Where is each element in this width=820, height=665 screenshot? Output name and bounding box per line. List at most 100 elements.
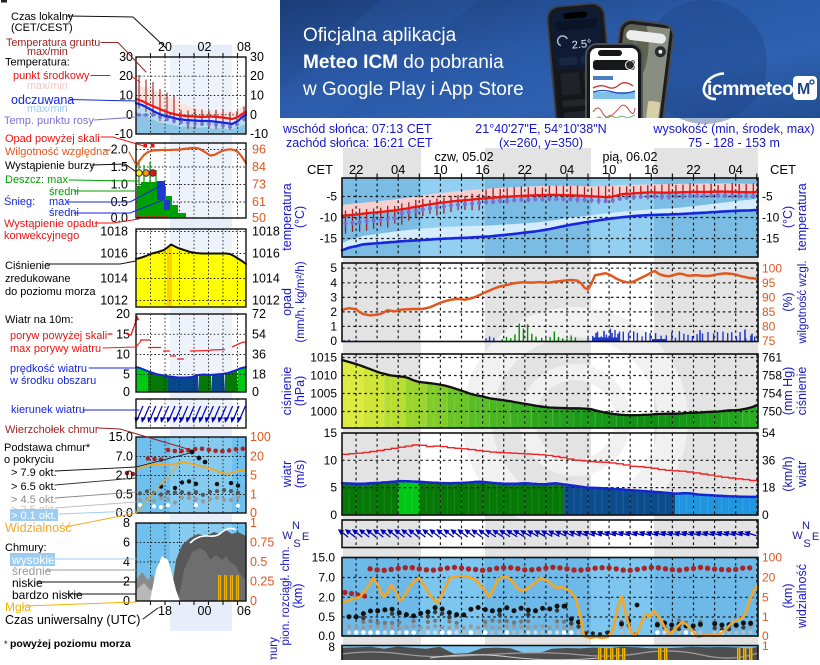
svg-text:1: 1 [762,639,769,653]
svg-text:prędkość wiatru: prędkość wiatru [10,363,87,375]
svg-text:20: 20 [119,69,133,83]
svg-text:0: 0 [123,385,130,399]
svg-text:5: 5 [123,368,130,382]
svg-text:(°C): (°C) [293,206,307,228]
svg-text:15: 15 [324,426,338,440]
svg-text:54: 54 [762,426,776,440]
svg-text:Wystąpienie burzy: Wystąpienie burzy [5,160,95,172]
svg-text:0.5: 0.5 [250,555,267,569]
svg-text:00: 00 [198,604,212,618]
svg-text:36: 36 [762,453,776,467]
svg-text:> 7.9 okt.: > 7.9 okt. [11,467,57,479]
svg-text:16: 16 [475,162,489,177]
svg-text:(hPa): (hPa) [293,376,307,407]
svg-text:0.5: 0.5 [318,610,335,624]
svg-text:o pokryciu: o pokryciu [4,454,54,466]
svg-text:90: 90 [762,290,776,304]
svg-text:1014: 1014 [252,272,280,286]
svg-text:10: 10 [250,89,264,103]
svg-text:-15: -15 [762,232,780,246]
svg-text:punkt środkowy: punkt środkowy [13,70,90,82]
svg-text:poryw powyżej skali: poryw powyżej skali [10,330,107,342]
svg-text:5: 5 [330,261,337,275]
svg-text:wysokość (min, środek, max): wysokość (min, środek, max) [652,122,814,136]
svg-text:15: 15 [116,327,130,341]
svg-text:73: 73 [252,178,266,192]
svg-text:100: 100 [762,551,782,565]
svg-text:18: 18 [762,481,776,495]
svg-text:1.0: 1.0 [111,178,128,192]
svg-text:(mm Hg): (mm Hg) [781,367,795,416]
svg-text:1.5: 1.5 [111,160,128,174]
svg-text:30: 30 [250,50,264,64]
svg-text:04: 04 [728,162,742,177]
svg-text:-10: -10 [320,211,338,225]
svg-text:pion. rozciągł. chm.: pion. rozciągł. chm. [280,546,292,645]
svg-text:16: 16 [644,162,658,177]
svg-text:10: 10 [116,348,130,362]
svg-text:(m/s): (m/s) [293,460,307,488]
svg-text:15.0: 15.0 [109,430,133,444]
svg-text:Wystąpienie opadu: Wystąpienie opadu [4,218,97,230]
svg-text:wiatr: wiatr [795,461,809,488]
svg-text:odczuwana: odczuwana [11,93,74,107]
svg-text:2.0: 2.0 [318,590,335,604]
svg-text:758: 758 [762,369,782,383]
svg-text:opad: opad [280,288,294,316]
svg-text:max: max [49,196,70,208]
svg-text:(CET/CEST): (CET/CEST) [11,22,73,34]
svg-text:> 4.5 okt.: > 4.5 okt. [11,494,57,506]
svg-text:750: 750 [762,405,782,419]
svg-text:M: M [797,81,810,98]
svg-text:wilgotność wzgl.: wilgotność wzgl. [797,260,809,344]
svg-text:max/min: max/min [27,46,68,58]
svg-text:Czas lokalny: Czas lokalny [11,11,74,23]
svg-text:54: 54 [252,327,266,341]
svg-text:7.0: 7.0 [116,450,133,464]
svg-text:04: 04 [391,162,405,177]
svg-text:1: 1 [330,319,337,333]
svg-text:Oficjalna aplikacja: Oficjalna aplikacja [303,25,457,46]
svg-text:06: 06 [237,604,251,618]
svg-text:średnie: średnie [12,564,52,578]
svg-text:temperatura: temperatura [795,183,809,250]
svg-text:S: S [803,538,810,550]
svg-text:50: 50 [252,211,266,225]
svg-text:8: 8 [123,516,130,530]
svg-text:761: 761 [762,351,782,365]
svg-text:10: 10 [324,453,338,467]
svg-text:temperatura: temperatura [280,183,294,250]
svg-text:Śnieg:: Śnieg: [4,195,35,208]
svg-text:10: 10 [119,89,133,103]
svg-text:Wilgotność względna: Wilgotność względna [5,146,109,158]
svg-text:(%): (%) [781,292,795,311]
svg-text:5: 5 [762,590,769,604]
svg-text:0: 0 [250,506,257,520]
svg-text:-10: -10 [250,127,268,141]
svg-text:(°C): (°C) [781,206,795,228]
svg-text:1000: 1000 [310,405,337,419]
svg-text:1018: 1018 [100,225,128,239]
svg-text:0: 0 [123,594,130,608]
svg-text:Podstawa chmur*: Podstawa chmur* [4,442,91,454]
svg-text:20: 20 [250,69,264,83]
svg-text:0.75: 0.75 [250,536,274,550]
svg-text:1015: 1015 [310,351,337,365]
svg-text:18: 18 [252,368,266,382]
svg-text:1012: 1012 [100,294,128,308]
svg-text:średni: średni [49,207,79,219]
svg-text:0: 0 [762,629,769,643]
svg-text:2: 2 [330,305,337,319]
svg-text:22: 22 [686,162,700,177]
svg-text:E: E [302,531,309,543]
svg-text:konwekcyjnego: konwekcyjnego [4,230,79,242]
svg-text:S: S [293,538,300,550]
svg-text:icmmeteo: icmmeteo [707,78,794,100]
svg-text:1010: 1010 [310,369,337,383]
svg-text:(x=260, y=350): (x=260, y=350) [499,136,583,150]
svg-text:6: 6 [123,536,130,550]
svg-text:czw, 05.02: czw, 05.02 [434,150,493,164]
svg-text:100: 100 [250,430,271,444]
svg-text:w środku obszaru: w środku obszaru [9,375,96,387]
svg-text:0: 0 [330,334,337,348]
